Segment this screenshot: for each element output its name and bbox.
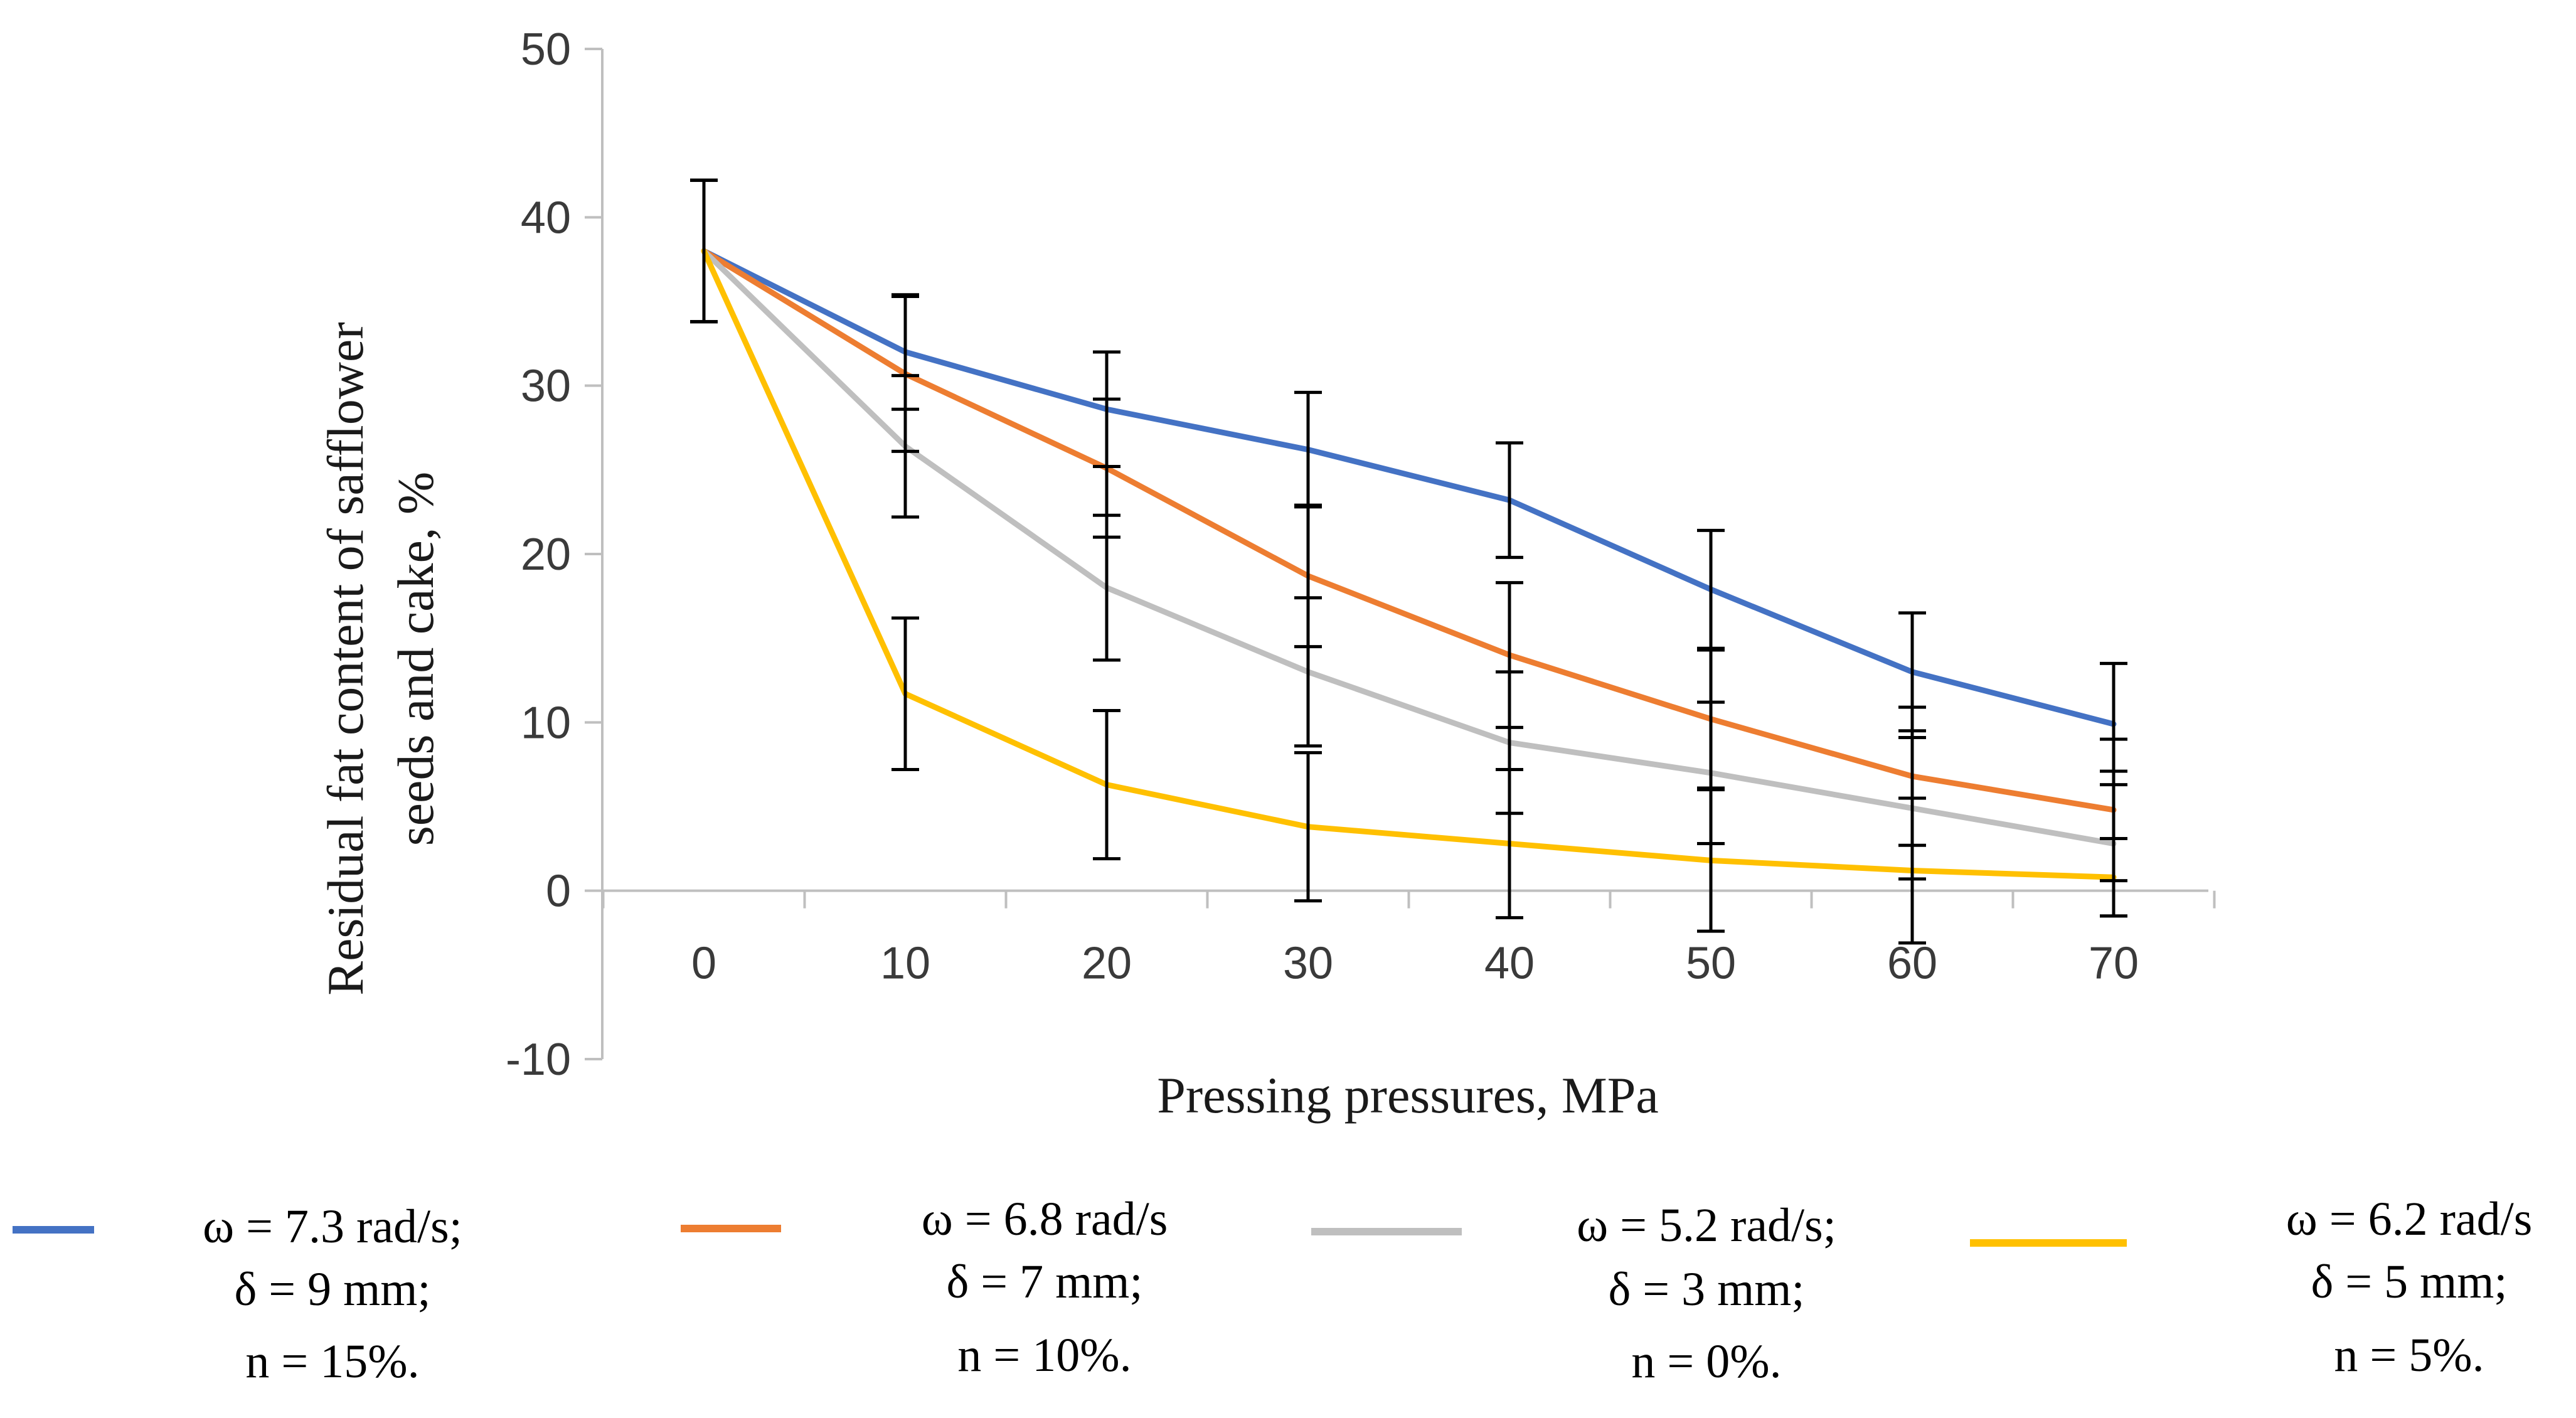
legend-label-1-line-2: δ = 9 mm;: [234, 1263, 430, 1316]
x-tick-label: 40: [1484, 939, 1535, 989]
y-axis-title-line-2: seeds and cake, %: [387, 472, 444, 846]
legend-label-2-line-1: ω = 6.8 rad/s: [922, 1193, 1168, 1245]
y-tick-label: 30: [521, 361, 571, 412]
legend-label-3-line-3: n = 0%.: [1631, 1335, 1781, 1388]
legend-label-4-line-1: ω = 6.2 rad/s: [2286, 1193, 2533, 1245]
x-tick-label: 70: [2089, 939, 2139, 989]
legend-label-3-line-1: ω = 5.2 rad/s;: [1577, 1199, 1836, 1252]
series-line-4: [701, 248, 2117, 880]
series-group: [701, 248, 2117, 880]
y-tick-label: 10: [521, 698, 571, 748]
legend: ω = 7.3 rad/s; δ = 9 mm; n = 15%. ω = 6.8 r…: [13, 1193, 2532, 1388]
x-tick-label: 0: [691, 939, 716, 989]
legend-label-1-line-3: n = 15%.: [245, 1335, 419, 1388]
legend-label-3-line-2: δ = 3 mm;: [1608, 1263, 1804, 1316]
x-tick-label: 60: [1887, 939, 1937, 989]
legend-label-1-line-1: ω = 7.3 rad/s;: [203, 1200, 462, 1253]
y-tick-label: 40: [521, 193, 571, 243]
legend-label-4-line-3: n = 5%.: [2334, 1329, 2484, 1382]
x-tick-label: 30: [1283, 939, 1333, 989]
y-tick-label: 50: [521, 24, 571, 75]
y-tick-label: -10: [506, 1035, 571, 1085]
axis-titles-group: Pressing pressures, MPa Residual fat con…: [317, 322, 1659, 1124]
series-line-3: [701, 248, 2117, 847]
legend-label-2-line-3: n = 10%.: [957, 1329, 1131, 1382]
axes-group: -10 0 10 20 30 40 50 0 10 20 30 40 50 60 70: [506, 24, 2216, 1085]
series-line-1: [701, 248, 2117, 727]
x-tick-label: 50: [1686, 939, 1736, 989]
x-tick-label: 10: [880, 939, 930, 989]
y-axis-title-line-1: Residual fat content of safflower: [317, 322, 374, 995]
x-axis-title: Pressing pressures, MPa: [1157, 1067, 1658, 1124]
y-tick-label: 20: [521, 530, 571, 580]
y-tick-label: 0: [546, 866, 571, 917]
legend-label-4-line-2: δ = 5 mm;: [2311, 1255, 2507, 1308]
x-tick-label: 20: [1082, 939, 1132, 989]
error-bars-group: [690, 178, 2127, 945]
legend-label-2-line-2: δ = 7 mm;: [946, 1255, 1142, 1308]
series-line-2: [701, 248, 2117, 813]
